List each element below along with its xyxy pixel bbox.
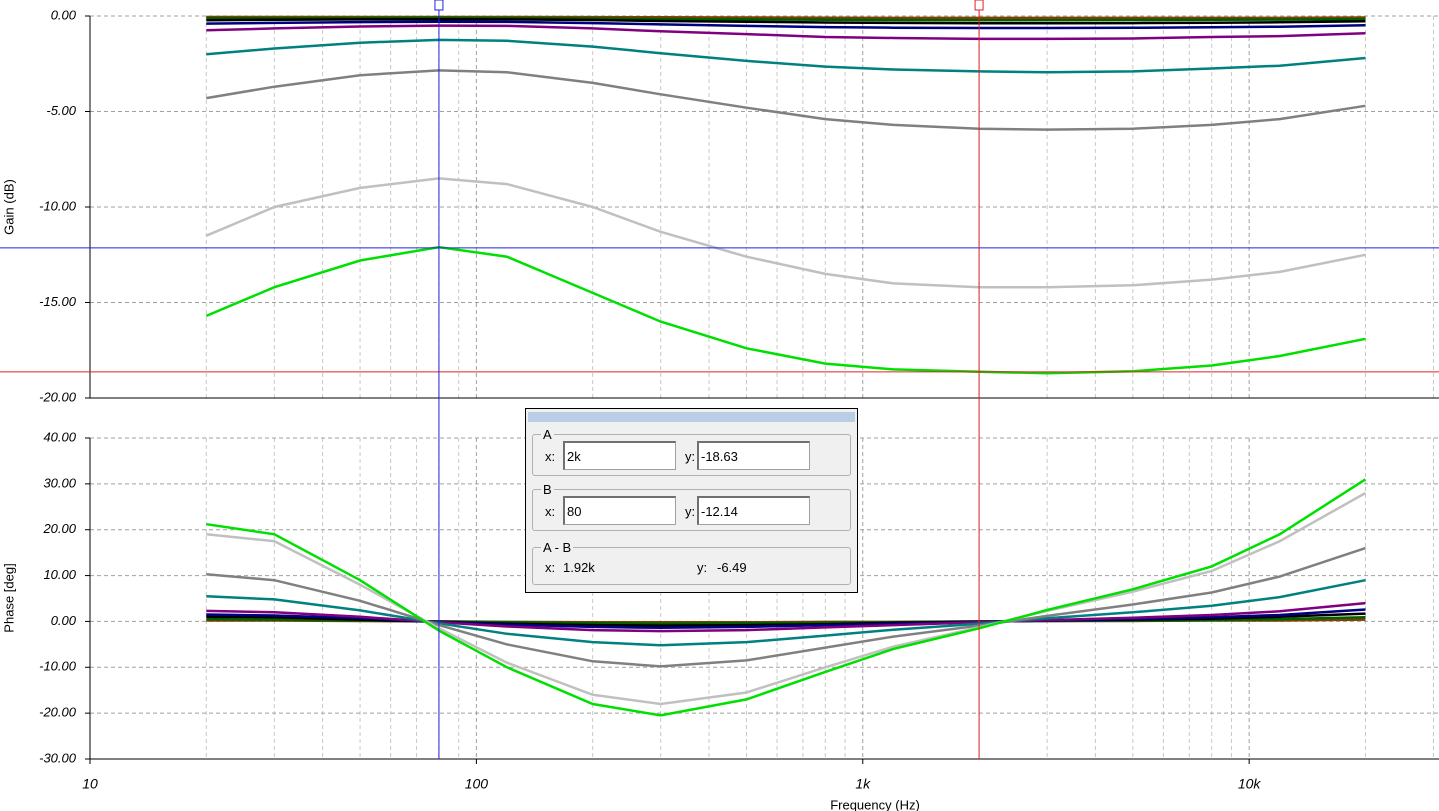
y-tick-label: -30.00 (39, 750, 77, 765)
y-field[interactable]: -18.63 (697, 441, 810, 470)
y-tick-label: 20.00 (42, 521, 76, 536)
y-tick-label: -15.00 (39, 294, 77, 309)
x-axis-label: Frequency (Hz) (830, 797, 920, 811)
series-line (206, 578, 1366, 647)
cursor-group: B x: 80 y: -12.14 (532, 482, 851, 531)
x-prefix: x: (545, 504, 556, 519)
cursor-name: A (541, 427, 554, 442)
y-diff: -6.49 (717, 560, 747, 575)
series-line (206, 478, 1367, 717)
cursor-panel: A x: 2k y: -18.63 B x: 80 y: -12.14 A - … (525, 408, 858, 593)
y-tick-label: -20.00 (39, 705, 77, 720)
series-line (206, 546, 1366, 668)
title-bar (528, 412, 855, 422)
series-line (206, 24, 1366, 41)
cursor-handle (434, 0, 444, 11)
cursor-name: A - B (541, 540, 574, 555)
series-line (206, 38, 1366, 74)
cursor-name: B (541, 482, 554, 497)
difference-group: A - B x: 1.92k y: -6.49 (532, 540, 851, 585)
series-line (206, 17, 1366, 25)
x-field[interactable]: 80 (563, 496, 676, 525)
y-prefix: y: (685, 504, 696, 519)
x-prefix: x: (545, 449, 556, 464)
y-tick-label: -5.00 (46, 103, 76, 118)
y-field[interactable]: -12.14 (697, 496, 810, 525)
series-line (206, 16, 1366, 22)
series-line (205, 245, 1366, 375)
y-tick-label: 30.00 (43, 475, 76, 490)
series-line (206, 69, 1366, 131)
cursor-handle (974, 0, 984, 11)
x-tick-label: 100 (465, 776, 489, 792)
y-tick-label: -20.00 (39, 389, 77, 404)
y-tick-label: 0.00 (51, 7, 77, 22)
y-prefix: y: (685, 449, 696, 464)
y-axis-label: Phase [deg] (1, 563, 16, 632)
x-tick-label: 10k (1238, 776, 1262, 792)
y-tick-label: -10.00 (39, 198, 77, 213)
y-tick-label: 0.00 (51, 613, 77, 628)
series-line (206, 601, 1366, 633)
y-tick-label: 10.00 (43, 567, 76, 582)
y-prefix: y: (697, 560, 708, 575)
x-tick-label: 10 (82, 776, 98, 792)
x-prefix: x: (545, 560, 556, 575)
y-tick-label: -10.00 (39, 659, 77, 674)
cursor-group: A x: 2k y: -18.63 (532, 427, 851, 476)
x-tick-label: 1k (855, 776, 871, 792)
series-line (206, 20, 1366, 30)
y-tick-label: 40.00 (43, 429, 76, 444)
x-diff: 1.92k (563, 560, 595, 575)
x-field[interactable]: 2k (563, 441, 676, 470)
y-axis-label: Gain (dB) (1, 179, 16, 235)
series-line (205, 177, 1366, 289)
